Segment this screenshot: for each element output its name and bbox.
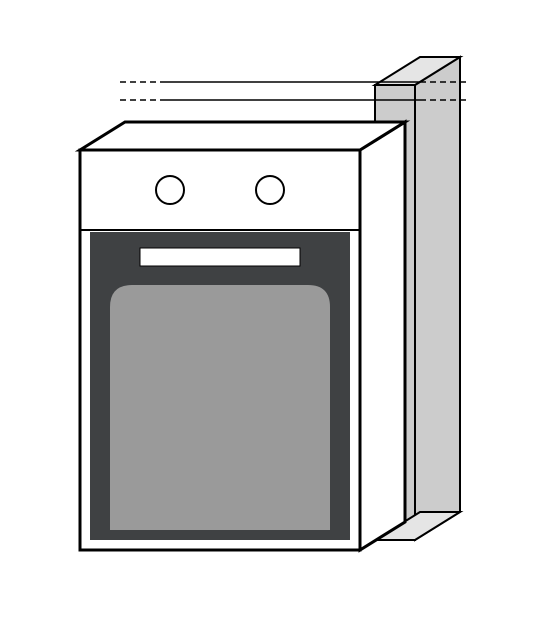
oven-side: [360, 122, 405, 550]
oven-handle-slot: [140, 248, 300, 266]
cabinet-side-back: [415, 57, 460, 540]
oven-top: [80, 122, 405, 150]
oven-window: [110, 285, 330, 530]
